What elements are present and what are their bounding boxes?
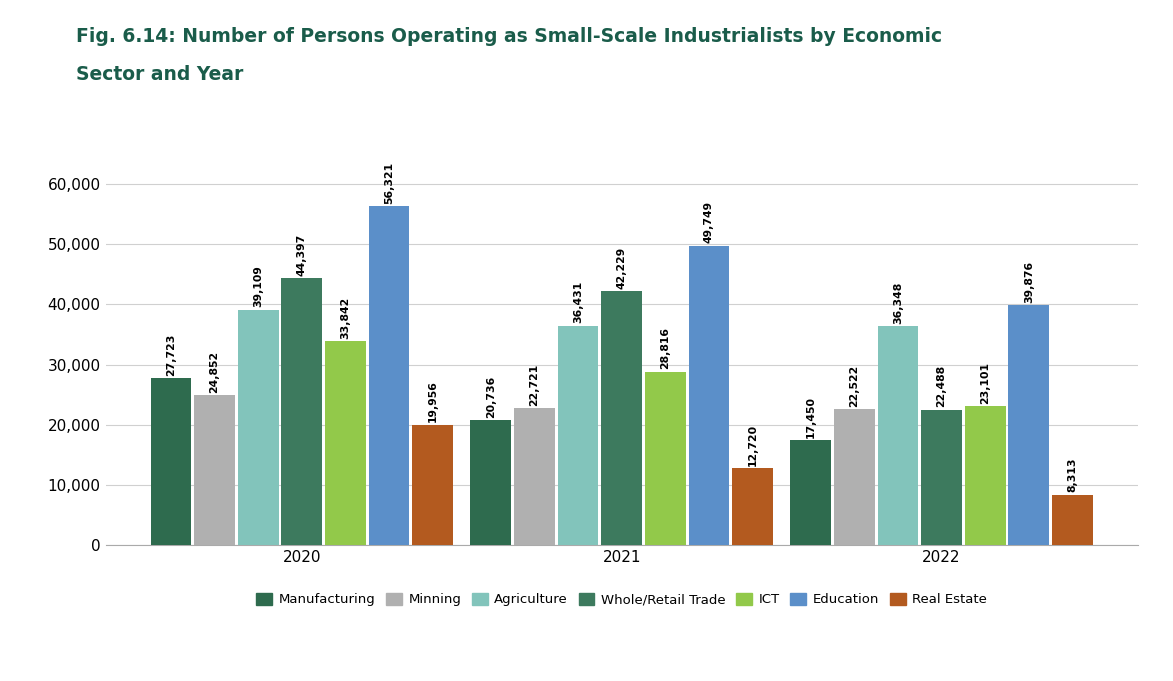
Text: 23,101: 23,101 (981, 362, 990, 404)
Bar (965, 406, 1005, 545)
Text: Sector and Year: Sector and Year (76, 65, 244, 84)
Legend: Manufacturing, Minning, Agriculture, Whole/Retail Trade, ICT, Education, Real Es: Manufacturing, Minning, Agriculture, Who… (251, 588, 992, 612)
Bar (1052, 495, 1093, 545)
Text: 24,852: 24,852 (210, 351, 219, 393)
Bar (470, 420, 511, 545)
Bar (514, 409, 555, 545)
Bar (791, 440, 830, 545)
Bar (834, 409, 875, 545)
Text: 8,313: 8,313 (1067, 458, 1077, 492)
Bar (325, 341, 366, 545)
Text: 27,723: 27,723 (167, 334, 176, 376)
Text: 17,450: 17,450 (806, 396, 815, 438)
Bar (602, 291, 642, 545)
Bar (921, 410, 962, 545)
Text: 39,109: 39,109 (253, 266, 263, 307)
Text: 36,431: 36,431 (574, 281, 583, 323)
Text: 36,348: 36,348 (893, 282, 903, 324)
Bar (195, 396, 235, 545)
Text: 56,321: 56,321 (384, 162, 394, 204)
Text: 19,956: 19,956 (428, 381, 438, 422)
Text: 20,736: 20,736 (486, 375, 496, 418)
Text: 42,229: 42,229 (617, 247, 626, 289)
Text: 49,749: 49,749 (704, 202, 714, 244)
Bar (557, 326, 598, 545)
Text: 44,397: 44,397 (297, 234, 307, 276)
Text: 22,488: 22,488 (936, 365, 947, 407)
Bar (368, 206, 409, 545)
Bar (150, 378, 191, 545)
Text: Fig. 6.14: Number of Persons Operating as Small-Scale Industrialists by Economic: Fig. 6.14: Number of Persons Operating a… (76, 27, 942, 46)
Bar (238, 310, 278, 545)
Bar (1009, 305, 1049, 545)
Text: 22,721: 22,721 (529, 364, 540, 406)
Text: 12,720: 12,720 (747, 424, 758, 466)
Bar (413, 425, 453, 545)
Text: 28,816: 28,816 (660, 328, 670, 369)
Bar (689, 246, 730, 545)
Bar (877, 326, 918, 545)
Bar (645, 372, 686, 545)
Text: 22,522: 22,522 (849, 365, 860, 407)
Text: 39,876: 39,876 (1024, 261, 1033, 303)
Bar (282, 278, 323, 545)
Text: 33,842: 33,842 (340, 297, 351, 339)
Bar (732, 469, 773, 545)
